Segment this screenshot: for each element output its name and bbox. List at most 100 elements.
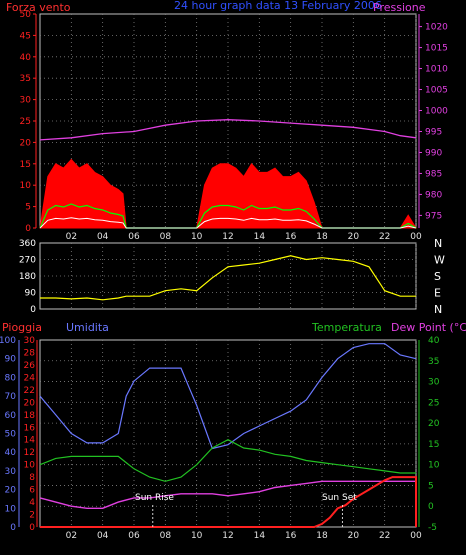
humidity-axis-label-50: 50 [5, 430, 17, 440]
humidity-axis-label-60: 60 [5, 411, 17, 421]
temperature-title: Temperatura [311, 321, 382, 334]
dewpoint-series [39, 480, 416, 509]
rain-axis-label-6: 6 [29, 486, 35, 496]
bottom-xtick-20: 20 [348, 531, 360, 541]
humidity-axis-label-70: 70 [5, 392, 17, 402]
humidity-axis-label-20: 20 [5, 486, 17, 496]
pressure-axis-label-1010: 1010 [425, 65, 448, 75]
rain-axis-label-14: 14 [24, 436, 36, 446]
rain-axis-label-22: 22 [24, 386, 35, 396]
rain-axis-label-26: 26 [24, 361, 36, 371]
compass-label-4: N [434, 303, 442, 316]
bottom-xtick-18: 18 [316, 531, 328, 541]
bottom-xtick-12: 12 [222, 531, 233, 541]
humidity-title: Umidita [66, 321, 109, 334]
top-xtick-00: 00 [410, 232, 422, 242]
wind-axis-label-30: 30 [20, 96, 32, 106]
temperature-axis-label-25: 25 [428, 398, 439, 408]
wind-axis-label-50: 50 [20, 10, 32, 20]
wind-axis-label-40: 40 [20, 53, 32, 63]
top-xtick-08: 08 [160, 232, 172, 242]
temperature-axis-label-40: 40 [428, 336, 440, 346]
compass-label-3: E [434, 287, 441, 300]
top-xtick-06: 06 [128, 232, 140, 242]
humidity-temperature-panel: 02 04 06 08 10 12 14 16 18 20 22 000102030405060708… [0, 336, 440, 541]
pressure-axis-label-980: 980 [425, 190, 442, 200]
top-xtick-16: 16 [285, 232, 297, 242]
pressure-series [39, 119, 417, 141]
pressure-axis-label-1005: 1005 [425, 86, 448, 96]
wind-title: Forza vento [6, 1, 71, 14]
wind-axis-label-10: 10 [20, 181, 32, 191]
rain-axis-label-20: 20 [24, 398, 36, 408]
rain-axis-label-28: 28 [24, 348, 36, 358]
bottom-xtick-06: 06 [128, 531, 140, 541]
top-xtick-20: 20 [348, 232, 360, 242]
direction-axis-label-0: 0 [30, 305, 36, 315]
temperature-axis-label-10: 10 [428, 461, 440, 471]
wind-axis-label-35: 35 [20, 74, 31, 84]
bottom-xtick-08: 08 [160, 531, 172, 541]
temperature-axis-label-20: 20 [428, 419, 440, 429]
rain-axis-label-0: 0 [29, 523, 35, 533]
sunrise-label: Sun Rise [135, 493, 174, 503]
rain-series [40, 476, 417, 528]
temperature-axis-label-0: 0 [428, 502, 434, 512]
compass-label-1: W [434, 254, 445, 267]
bottom-xtick-14: 14 [254, 531, 266, 541]
humidity-axis-label-40: 40 [5, 448, 17, 458]
top-xtick-02: 02 [66, 232, 77, 242]
top-xtick-14: 14 [254, 232, 266, 242]
sunset-label: Sun Set [322, 493, 357, 503]
wind-axis-label-0: 0 [25, 224, 31, 234]
top-xtick-12: 12 [222, 232, 233, 242]
rain-axis-label-8: 8 [29, 473, 35, 483]
wind-average-series [39, 217, 417, 229]
bottom-xtick-22: 22 [379, 531, 390, 541]
top-xtick-10: 10 [191, 232, 203, 242]
bottom-xtick-02: 02 [66, 531, 77, 541]
pressure-title: Pressione [373, 1, 426, 14]
rain-axis-label-18: 18 [24, 411, 36, 421]
humidity-axis-label-100: 100 [0, 336, 16, 346]
humidity-axis-label-10: 10 [5, 504, 17, 514]
dewpoint-title: Dew Point (°C) [391, 321, 466, 334]
wind-axis-label-15: 15 [20, 160, 31, 170]
wind-axis-label-25: 25 [20, 117, 31, 127]
wind-pressure-panel: 02 04 06 08 10 12 14 16 18 20 22 000510152025303540… [20, 10, 449, 242]
date-title: 24 hour graph data 13 February 2006 [174, 0, 382, 12]
compass-label-2: S [434, 270, 441, 283]
wind-axis-label-5: 5 [25, 203, 31, 213]
rain-title: Pioggia [2, 321, 42, 334]
temperature-axis-label-15: 15 [428, 440, 439, 450]
temperature-axis-label--5: -5 [428, 523, 437, 533]
pressure-axis-label-990: 990 [425, 148, 442, 158]
pressure-axis-label-1015: 1015 [425, 44, 448, 54]
humidity-axis-label-30: 30 [5, 467, 17, 477]
top-xtick-04: 04 [97, 232, 109, 242]
temperature-axis-label-5: 5 [428, 481, 434, 491]
compass-label-0: N [434, 237, 442, 250]
rain-axis-label-16: 16 [24, 423, 36, 433]
humidity-axis-label-90: 90 [5, 355, 17, 365]
bottom-xtick-16: 16 [285, 531, 297, 541]
rain-axis-label-12: 12 [24, 448, 35, 458]
pressure-axis-label-1000: 1000 [425, 107, 448, 117]
bottom-xtick-10: 10 [191, 531, 203, 541]
bottom-xtick-04: 04 [97, 531, 109, 541]
temperature-axis-label-35: 35 [428, 357, 439, 367]
pressure-axis-label-975: 975 [425, 211, 442, 221]
rain-axis-label-4: 4 [29, 498, 35, 508]
top-xtick-18: 18 [316, 232, 328, 242]
humidity-axis-label-80: 80 [5, 373, 17, 383]
top-xtick-22: 22 [379, 232, 390, 242]
rain-axis-label-30: 30 [24, 336, 36, 346]
direction-axis-label-360: 360 [19, 239, 36, 249]
rain-axis-label-10: 10 [24, 461, 36, 471]
wind-direction-series [40, 255, 416, 301]
direction-axis-label-270: 270 [19, 256, 36, 266]
direction-axis-label-90: 90 [25, 289, 37, 299]
wind-speed-series [39, 158, 417, 229]
